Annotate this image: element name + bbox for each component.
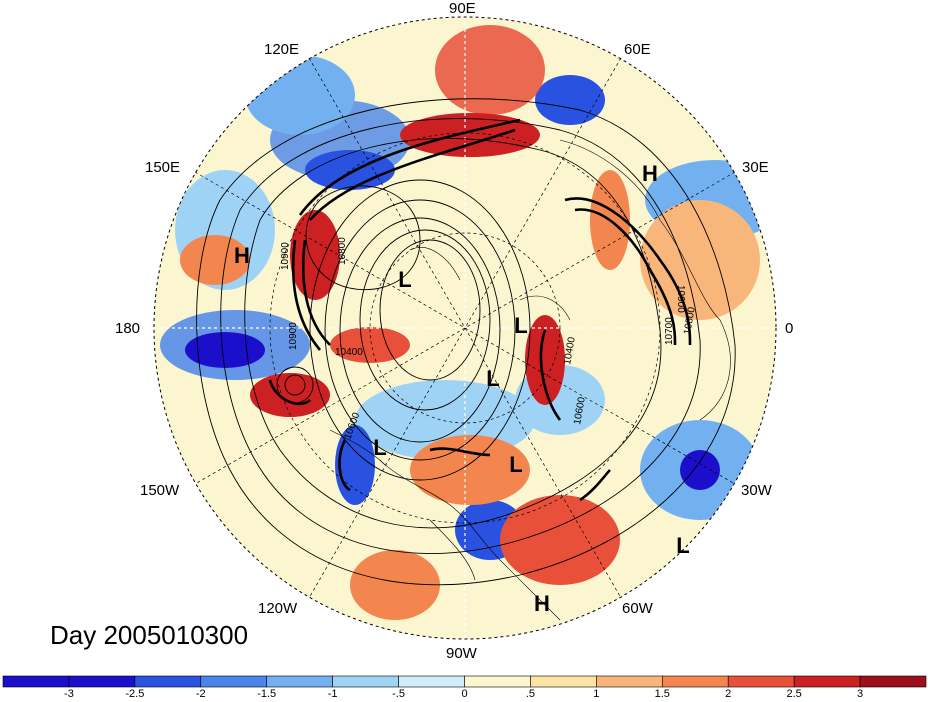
colorbar-tick: -.5 <box>392 688 405 700</box>
colorbar-tick: 0 <box>461 688 468 700</box>
low-center-label: L <box>676 533 690 558</box>
contour-label: 10400 <box>562 336 578 366</box>
colorbar-swatch <box>661 675 729 688</box>
colorbar-tick: -2 <box>195 688 206 700</box>
colorbar-tick: 1.5 <box>654 688 670 700</box>
low-center-label: L <box>509 452 523 477</box>
colorbar <box>2 675 927 688</box>
lon-label-30w: 30W <box>741 482 772 499</box>
graticule <box>154 17 776 639</box>
high-center-label: H <box>534 591 550 616</box>
high-center-label: H <box>234 243 250 268</box>
height-contours <box>196 98 736 586</box>
lon-label-60w: 60W <box>622 600 653 617</box>
colorbar-tick: 3 <box>857 688 864 700</box>
colorbar-tick: 2 <box>725 688 732 700</box>
lon-label-180: 180 <box>115 320 141 337</box>
low-center-label: L <box>514 313 528 338</box>
colorbar-swatch <box>464 675 531 688</box>
colorbar-swatch <box>200 675 268 688</box>
colorbar-swatch <box>266 675 333 688</box>
colorbar-swatch <box>134 675 202 688</box>
contour-label: 10600 <box>572 396 588 426</box>
lon-label-120w: 120W <box>258 600 298 617</box>
colorbar-swatch <box>68 675 136 688</box>
colorbar-tick: 2.5 <box>786 688 802 700</box>
colorbar-tick: -1 <box>327 688 338 700</box>
colorbar-swatch <box>727 675 795 688</box>
colorbar-swatch <box>859 675 927 688</box>
colorbar-tick: -3 <box>64 688 74 700</box>
lon-label-90e: 90E <box>449 0 476 17</box>
colorbar-tick: .5 <box>525 688 536 700</box>
contour-label: 10800 <box>682 306 698 336</box>
colorbar-swatch <box>2 675 70 688</box>
coastlines <box>329 139 731 621</box>
contour-label: 10400 <box>335 347 363 358</box>
low-center-label: L <box>486 366 500 391</box>
lon-label-150e: 150E <box>145 159 181 176</box>
colorbar-tick: -2.5 <box>125 688 145 700</box>
colorbar-tick: 1 <box>593 688 600 700</box>
lon-label-150w: 150W <box>140 482 180 499</box>
lon-label-0: 0 <box>785 320 794 337</box>
contour-label: 10800 <box>337 237 348 265</box>
contour-label: 10700 <box>664 317 675 345</box>
low-center-label: L <box>398 267 412 292</box>
contour-label: 10900 <box>288 322 299 350</box>
contour-label: 10900 <box>280 242 291 270</box>
map-boundary <box>153 16 777 640</box>
colorbar-swatch <box>530 675 597 688</box>
day-title: Day 2005010300 <box>50 620 249 650</box>
lon-label-60e: 60E <box>624 41 651 58</box>
colorbar-swatch <box>596 675 663 688</box>
lon-label-120e: 120E <box>264 41 300 58</box>
colorbar-swatch <box>793 675 861 688</box>
colorbar-swatch <box>332 675 399 688</box>
colorbar-swatch <box>398 675 465 688</box>
contour-label: 10900 <box>675 285 686 313</box>
jet-streak-contours <box>268 118 692 502</box>
high-center-label: H <box>642 161 658 186</box>
lon-label-30e: 30E <box>742 159 769 176</box>
colorbar-tick: -1.5 <box>257 688 277 700</box>
lon-label-90w: 90W <box>446 645 477 662</box>
low-center-label: L <box>373 435 387 460</box>
